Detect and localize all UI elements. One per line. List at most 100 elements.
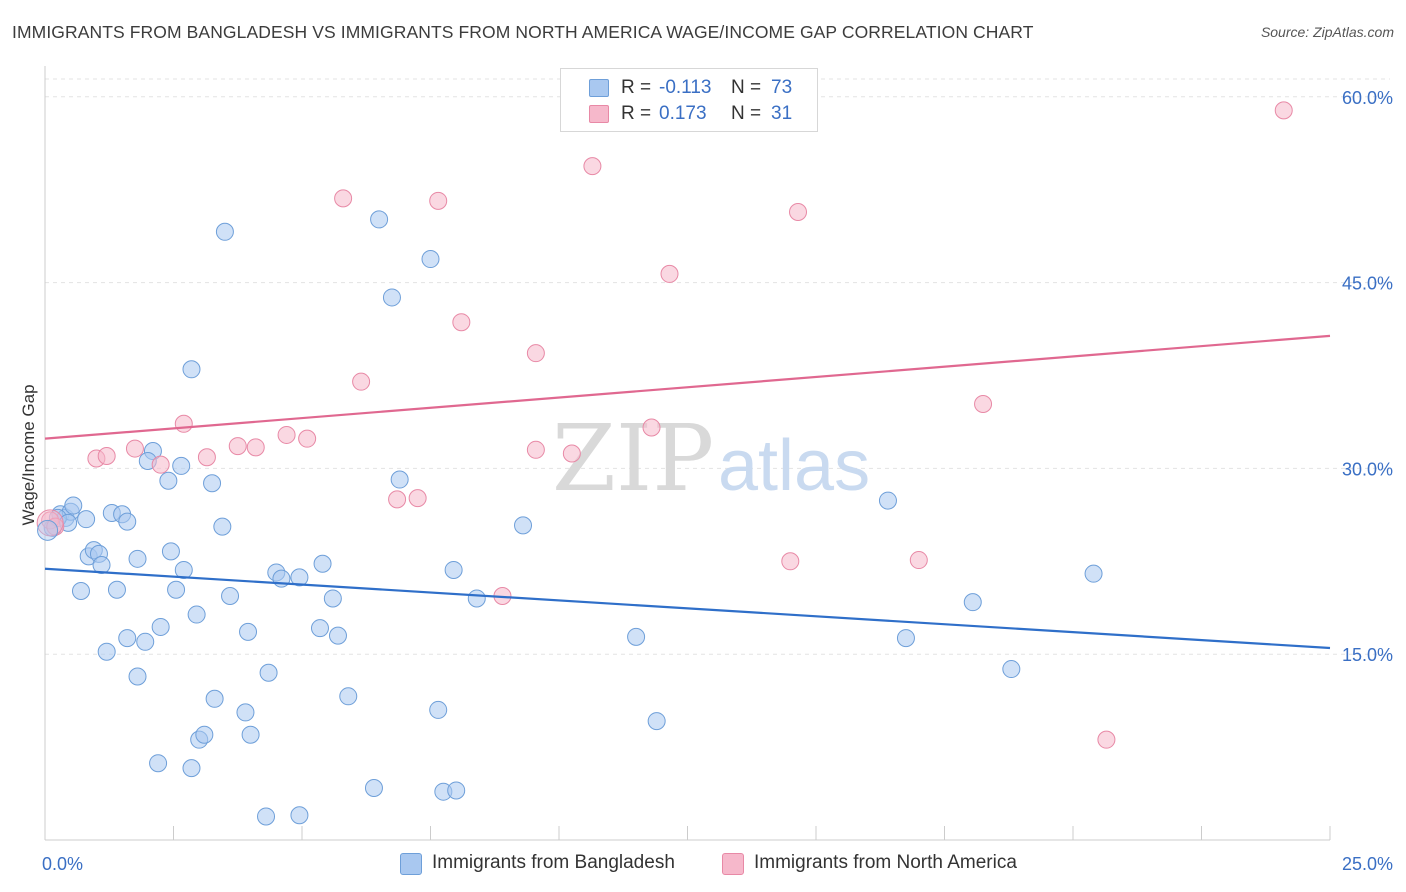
grid-lines xyxy=(45,78,1390,655)
point-north-america xyxy=(277,425,296,444)
point-bangladesh xyxy=(205,689,224,708)
point-north-america xyxy=(781,552,800,571)
point-bangladesh xyxy=(514,516,533,535)
point-bangladesh xyxy=(429,700,448,719)
y-tick-label: 15.0% xyxy=(1342,645,1393,665)
series-swatch-bangladesh xyxy=(400,853,422,875)
point-north-america xyxy=(526,344,545,363)
point-north-america xyxy=(125,439,144,458)
point-north-america xyxy=(388,490,407,509)
point-bangladesh xyxy=(313,554,332,573)
point-bangladesh xyxy=(159,471,178,490)
legend-n-label: N = xyxy=(731,103,762,124)
point-bangladesh xyxy=(92,556,111,575)
point-bangladesh xyxy=(37,519,59,541)
point-bangladesh xyxy=(149,754,168,773)
source-label: Source: ZipAtlas.com xyxy=(1260,24,1394,40)
point-bangladesh xyxy=(647,712,666,731)
point-bangladesh xyxy=(310,619,329,638)
point-north-america xyxy=(909,551,928,570)
point-north-america xyxy=(408,489,427,508)
point-bangladesh xyxy=(339,687,358,706)
point-bangladesh xyxy=(328,626,347,645)
point-north-america xyxy=(526,440,545,459)
x-tick-label-min: 0.0% xyxy=(42,854,83,874)
point-bangladesh xyxy=(878,491,897,510)
point-bangladesh xyxy=(213,517,232,536)
trend-lines xyxy=(44,334,1331,650)
y-axis-label: Wage/Income Gap xyxy=(19,384,38,525)
point-bangladesh xyxy=(241,725,260,744)
point-bangladesh xyxy=(161,542,180,561)
axes xyxy=(44,66,1331,841)
point-bangladesh xyxy=(187,605,206,624)
point-north-america xyxy=(246,438,265,457)
point-bangladesh xyxy=(71,582,90,601)
point-bangladesh xyxy=(236,703,255,722)
point-bangladesh xyxy=(963,593,982,612)
trend-line-bangladesh xyxy=(44,567,1331,650)
point-bangladesh xyxy=(203,474,222,493)
legend-n-label: N = xyxy=(731,77,762,98)
point-bangladesh xyxy=(107,580,126,599)
point-north-america xyxy=(642,418,661,437)
data-points xyxy=(36,101,1293,826)
legend-swatch-north-america xyxy=(589,105,609,123)
point-bangladesh xyxy=(182,360,201,379)
tick-labels: 15.0% 30.0% 45.0% 60.0% 0.0% 25.0% xyxy=(42,88,1393,874)
point-bangladesh xyxy=(447,781,466,800)
legend-r-label: R = xyxy=(621,103,652,124)
point-north-america xyxy=(197,448,216,467)
point-bangladesh xyxy=(390,470,409,489)
point-north-america xyxy=(1274,101,1293,120)
point-bangladesh xyxy=(172,456,191,475)
point-bangladesh xyxy=(128,549,147,568)
point-bangladesh xyxy=(174,560,193,579)
y-tick-label: 45.0% xyxy=(1342,274,1393,294)
point-north-america xyxy=(452,313,471,332)
point-bangladesh xyxy=(467,589,486,608)
point-north-america xyxy=(298,429,317,448)
legend-r-value: 0.173 xyxy=(659,103,707,124)
point-north-america xyxy=(352,372,371,391)
point-bangladesh xyxy=(1002,660,1021,679)
point-bangladesh xyxy=(195,725,214,744)
point-bangladesh xyxy=(77,510,96,529)
legend-r-label: R = xyxy=(621,77,652,98)
point-bangladesh xyxy=(239,622,258,641)
point-north-america xyxy=(429,191,448,210)
point-north-america xyxy=(151,455,170,474)
point-bangladesh xyxy=(444,560,463,579)
point-bangladesh xyxy=(64,496,83,515)
trend-line-north-america xyxy=(44,334,1331,440)
point-bangladesh xyxy=(370,210,389,229)
legend-swatch-bangladesh xyxy=(589,79,609,97)
legend-r-value: -0.113 xyxy=(659,77,712,98)
point-north-america xyxy=(562,444,581,463)
point-bangladesh xyxy=(182,759,201,778)
legend-n-value: 31 xyxy=(771,103,793,124)
point-bangladesh xyxy=(259,663,278,682)
point-north-america xyxy=(228,437,247,456)
point-bangladesh xyxy=(382,288,401,307)
point-bangladesh xyxy=(421,250,440,269)
point-bangladesh xyxy=(118,512,137,531)
y-tick-label: 60.0% xyxy=(1342,88,1393,108)
point-bangladesh xyxy=(1084,564,1103,583)
point-bangladesh xyxy=(290,568,309,587)
point-north-america xyxy=(583,157,602,176)
legend-n-value: 73 xyxy=(771,77,793,98)
watermark-atlas: atlas xyxy=(718,426,870,506)
point-north-america xyxy=(789,202,808,221)
point-north-america xyxy=(1097,730,1116,749)
point-north-america xyxy=(660,264,679,283)
point-bangladesh xyxy=(151,617,170,636)
point-north-america xyxy=(36,509,64,537)
point-north-america xyxy=(174,414,193,433)
point-bangladesh xyxy=(215,222,234,241)
point-bangladesh xyxy=(128,667,147,686)
point-bangladesh xyxy=(364,778,383,797)
point-bangladesh xyxy=(136,632,155,651)
chart-title: IMMIGRANTS FROM BANGLADESH VS IMMIGRANTS… xyxy=(12,22,1034,42)
point-bangladesh xyxy=(221,586,240,605)
